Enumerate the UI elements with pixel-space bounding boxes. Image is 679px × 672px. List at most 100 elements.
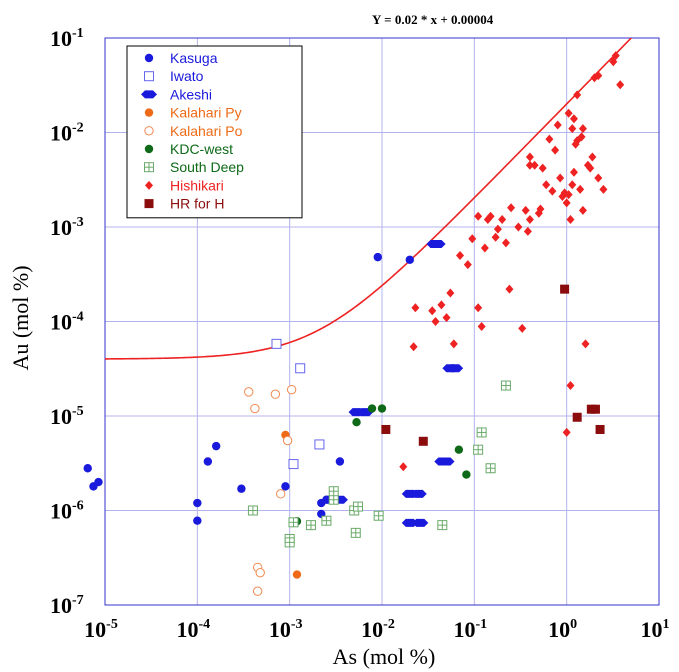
data-point-kalahari-po — [243, 387, 254, 397]
x-tick-label: 10-2 — [361, 617, 395, 642]
data-point-hr-for-h — [381, 424, 391, 434]
data-point-hishikari — [581, 339, 590, 349]
data-point-hishikari — [562, 198, 571, 208]
data-point-hishikari — [564, 190, 573, 200]
data-point-hishikari — [573, 90, 582, 100]
legend-marker — [145, 180, 153, 190]
data-point-hishikari — [525, 152, 534, 162]
data-point-hishikari — [566, 215, 575, 225]
data-point-hishikari — [456, 250, 465, 260]
legend-marker — [144, 144, 154, 154]
y-tick-label: 10-3 — [50, 215, 84, 240]
legend-marker — [144, 108, 154, 117]
data-point-hishikari — [545, 134, 554, 144]
data-point-akeshi — [412, 518, 429, 527]
data-point-hishikari — [474, 211, 483, 221]
y-tick-label: 10-5 — [50, 404, 84, 429]
data-point-hishikari — [449, 339, 458, 349]
data-point-kalahari-po — [276, 489, 286, 499]
legend-label: Kalahari Py — [170, 105, 242, 121]
legend-label: Akeshi — [170, 86, 212, 102]
data-point-hishikari — [463, 260, 472, 270]
data-point-south-deep — [353, 501, 364, 512]
data-point-hishikari — [523, 226, 532, 236]
data-point-hishikari — [518, 323, 527, 333]
data-point-kasuga — [193, 516, 202, 525]
data-point-kasuga — [203, 457, 213, 466]
data-point-hishikari — [577, 132, 586, 142]
data-points — [83, 51, 625, 596]
data-point-hishikari — [568, 124, 577, 134]
data-point-hishikari — [431, 317, 440, 326]
data-point-hishikari — [594, 71, 603, 81]
data-point-hishikari — [468, 234, 477, 244]
data-point-south-deep — [328, 494, 339, 505]
data-point-south-deep — [328, 486, 339, 497]
y-axis-title: Au (mol %) — [8, 265, 33, 370]
data-point-kdc-west — [377, 404, 387, 413]
data-point-hishikari — [599, 184, 608, 194]
data-point-hishikari — [566, 381, 575, 391]
data-point-kalahari-po — [250, 403, 260, 414]
data-point-kalahari-po — [252, 586, 263, 596]
data-point-hishikari — [507, 203, 516, 213]
data-point-hr-for-h — [418, 436, 428, 446]
data-point-hishikari — [514, 222, 523, 232]
data-point-akeshi — [401, 518, 418, 527]
data-point-hishikari — [525, 160, 534, 170]
data-point-akeshi — [438, 457, 455, 466]
data-point-hishikari — [477, 322, 486, 332]
data-point-hishikari — [536, 204, 545, 214]
data-point-hishikari — [501, 238, 510, 248]
data-point-hishikari — [588, 152, 597, 162]
data-point-kasuga — [237, 484, 246, 493]
data-point-kalahari-po — [286, 384, 297, 395]
data-point-hishikari — [569, 114, 578, 124]
data-point-iwato — [314, 439, 325, 450]
data-point-kdc-west — [454, 445, 464, 454]
x-tick-label: 10-5 — [84, 617, 118, 642]
data-point-south-deep — [284, 537, 295, 548]
data-point-hishikari — [505, 284, 514, 294]
x-tick-label: 100 — [548, 617, 577, 642]
data-point-hishikari — [428, 306, 437, 316]
legend-label: KDC-west — [170, 141, 233, 157]
data-point-hishikari — [493, 224, 502, 234]
legend-label: Iwato — [170, 68, 204, 84]
x-axis-title: As (mol %) — [333, 644, 436, 669]
data-point-south-deep — [350, 527, 361, 538]
data-point-akeshi — [447, 364, 464, 373]
data-point-kasuga — [193, 498, 202, 508]
data-point-kalahari-po — [282, 435, 293, 446]
x-axis-ticks: 10-5 10-4 10-3 10-2 10-1 100 101 — [84, 617, 669, 642]
data-point-hishikari — [498, 215, 507, 225]
data-point-south-deep — [288, 517, 299, 528]
legend-box — [126, 45, 303, 219]
data-point-hishikari — [556, 173, 565, 183]
data-point-hishikari — [594, 173, 603, 183]
plot-area-frame — [104, 37, 660, 606]
data-point-south-deep — [321, 515, 332, 526]
legend-label: Kasuga — [170, 50, 218, 66]
data-point-hishikari — [578, 205, 587, 215]
y-tick-label: 10-6 — [50, 499, 84, 524]
legend-label: Kalahari Po — [170, 123, 243, 139]
data-point-hishikari — [530, 160, 539, 170]
data-point-kdc-west — [367, 404, 377, 413]
legend-label: South Deep — [170, 159, 244, 175]
data-point-kdc-west — [352, 417, 361, 427]
y-tick-label: 10-7 — [50, 593, 84, 618]
data-point-kasuga — [94, 477, 103, 487]
data-point-hr-for-h — [590, 404, 600, 414]
data-point-hishikari — [437, 300, 446, 310]
data-point-hishikari — [586, 163, 595, 173]
data-point-akeshi — [410, 489, 427, 498]
data-point-hishikari — [564, 108, 573, 118]
data-point-hishikari — [491, 232, 500, 242]
legend-label: Hishikari — [170, 177, 224, 193]
data-point-hishikari — [538, 163, 547, 173]
data-point-hishikari — [521, 205, 530, 215]
fit-equation: Y = 0.02 * x + 0.00004 — [372, 12, 494, 27]
data-point-kasuga — [405, 255, 414, 264]
